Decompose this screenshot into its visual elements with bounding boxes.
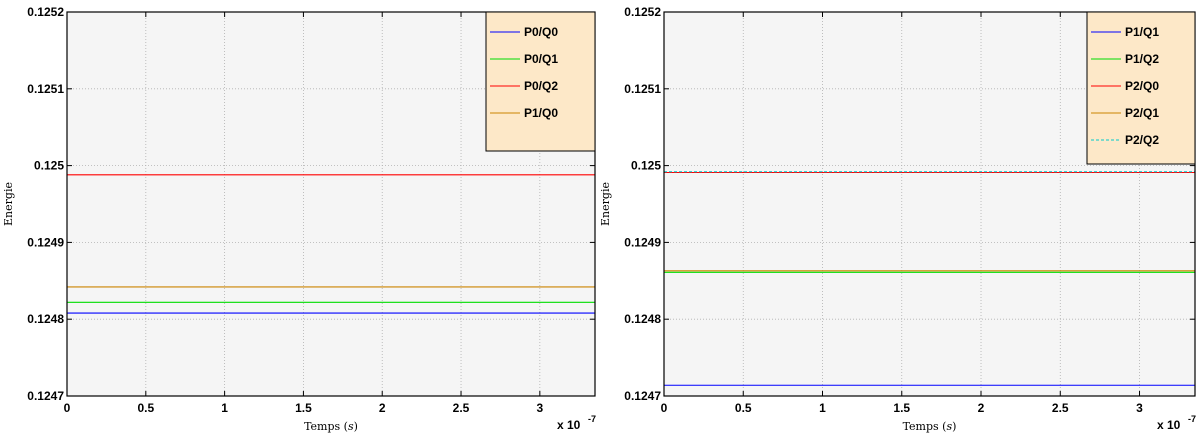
- legend-label: P0/Q0: [524, 25, 558, 39]
- x-tick-label: 0.5: [137, 401, 154, 415]
- y-tick-label: 0.1249: [27, 235, 64, 249]
- legend: P1/Q1 P1/Q2 P2/Q0 P2/Q1 P2/Q2: [1086, 11, 1196, 165]
- legend-label: P2/Q1: [1125, 106, 1159, 120]
- legend-label: P1/Q0: [524, 106, 558, 120]
- x-axis-label: Temps (s): [304, 420, 358, 433]
- chart-panel-1: 0 0.5 1 1.5 2 2.5 3 0.1247 0.1248 0.1249 0.125 0.12…: [2, 5, 596, 433]
- y-tick-label: 0.1247: [624, 389, 661, 403]
- y-tick-label: 0.1248: [27, 312, 64, 326]
- x-multiplier-label: x 10: [557, 418, 581, 432]
- y-tick-label: 0.1248: [624, 312, 661, 326]
- x-multiplier-exponent: -7: [588, 414, 596, 424]
- y-axis-label: Energie: [599, 182, 612, 226]
- x-tick-label: 0: [64, 401, 71, 415]
- x-tick-label: 3: [536, 401, 543, 415]
- x-tick-label: 0.5: [735, 401, 752, 415]
- legend-label: P0/Q2: [524, 79, 558, 93]
- y-tick-label: 0.1247: [27, 389, 64, 403]
- y-axis-label: Energie: [2, 182, 15, 226]
- x-tick-label: 2: [379, 401, 386, 415]
- x-multiplier-exponent: -7: [1188, 414, 1196, 424]
- y-tick-label: 0.1252: [27, 5, 64, 19]
- legend: P0/Q0 P0/Q1 P0/Q2 P1/Q0: [485, 11, 596, 152]
- chart-panel-2: 0 0.5 1 1.5 2 2.5 3 0.1247 0.1248 0.1249 0.125 0.12…: [599, 5, 1196, 433]
- x-tick-label: 3: [1136, 401, 1143, 415]
- x-tick-label: 0: [661, 401, 668, 415]
- legend-label: P1/Q1: [1125, 25, 1159, 39]
- x-tick-label: 1.5: [295, 401, 312, 415]
- x-tick-label: 2.5: [1052, 401, 1069, 415]
- axes-frame: [66, 11, 596, 397]
- legend-label: P1/Q2: [1125, 52, 1159, 66]
- legend-label: P2/Q2: [1125, 133, 1159, 147]
- x-tick-label: 1: [221, 401, 228, 415]
- legend-box: [1086, 11, 1196, 165]
- y-tick-label: 0.1251: [624, 82, 661, 96]
- y-tick-label: 0.125: [631, 159, 661, 173]
- x-tick-label: 2.5: [453, 401, 470, 415]
- x-tick-label: 1.5: [893, 401, 910, 415]
- x-multiplier-label: x 10: [1157, 418, 1181, 432]
- legend-label: P0/Q1: [524, 52, 558, 66]
- x-axis-label: Temps (s): [903, 420, 957, 433]
- y-tick-label: 0.1252: [624, 5, 661, 19]
- y-tick-label: 0.125: [34, 159, 64, 173]
- axes-frame: [663, 11, 1196, 397]
- legend-label: P2/Q0: [1125, 79, 1159, 93]
- y-tick-label: 0.1251: [27, 82, 64, 96]
- x-tick-label: 1: [819, 401, 826, 415]
- y-tick-label: 0.1249: [624, 235, 661, 249]
- x-tick-label: 2: [978, 401, 985, 415]
- legend-box: [485, 11, 596, 152]
